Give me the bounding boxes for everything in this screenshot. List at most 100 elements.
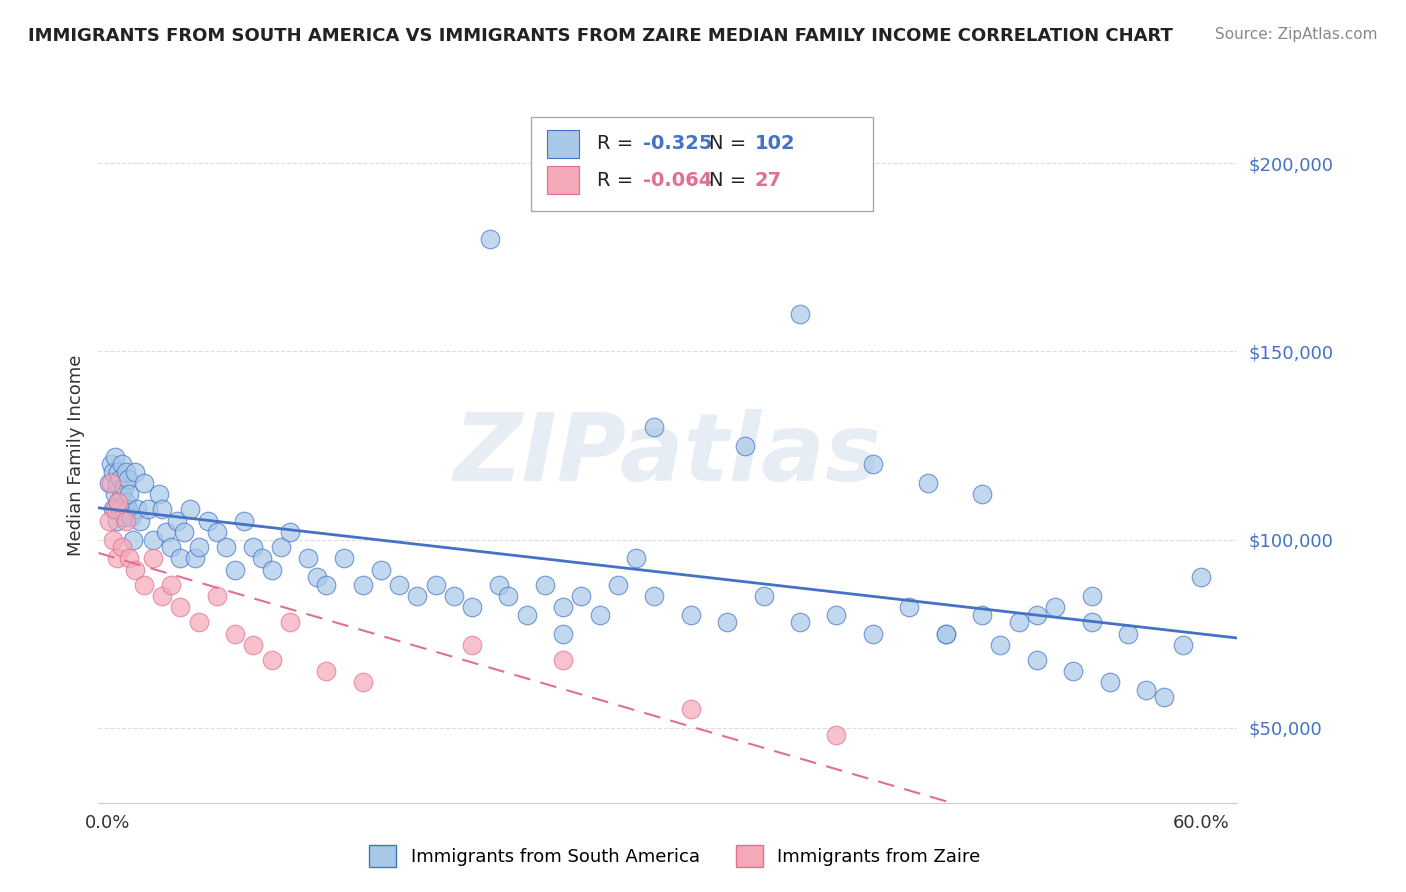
Point [1007, 615, 1029, 630]
Point [252, 551, 274, 566]
Text: -0.325: -0.325 [643, 135, 713, 153]
Point [1098, 675, 1121, 690]
Point [1135, 683, 1157, 698]
Point [187, 540, 209, 554]
Point [122, 533, 145, 547]
Point [100, 458, 122, 472]
Point [862, 458, 884, 472]
Text: ZIPatlas: ZIPatlas [454, 409, 882, 501]
Point [370, 563, 392, 577]
Point [643, 419, 665, 434]
Point [111, 487, 134, 501]
Point [100, 476, 122, 491]
Y-axis label: Median Family Income: Median Family Income [66, 354, 84, 556]
Point [990, 638, 1012, 652]
Point [569, 589, 592, 603]
Text: R =: R = [598, 170, 640, 190]
Point [498, 589, 520, 603]
Point [233, 514, 256, 528]
Point [224, 563, 246, 577]
Point [114, 514, 136, 528]
Point [679, 607, 702, 622]
Point [917, 476, 939, 491]
Point [242, 638, 264, 652]
Point [179, 502, 201, 516]
Legend: Immigrants from South America, Immigrants from Zaire: Immigrants from South America, Immigrant… [361, 838, 988, 874]
Point [898, 600, 921, 615]
Point [679, 702, 702, 716]
Point [1062, 664, 1084, 678]
Point [114, 495, 136, 509]
FancyBboxPatch shape [531, 118, 873, 211]
Point [278, 524, 301, 539]
Text: Source: ZipAtlas.com: Source: ZipAtlas.com [1215, 27, 1378, 42]
Text: N =: N = [709, 135, 752, 153]
Text: N =: N = [709, 170, 752, 190]
Point [150, 502, 173, 516]
Point [270, 540, 292, 554]
Point [333, 551, 356, 566]
Point [169, 600, 191, 615]
Point [112, 510, 135, 524]
Point [197, 514, 219, 528]
Point [215, 540, 238, 554]
Point [169, 551, 191, 566]
Point [606, 577, 628, 591]
Point [551, 600, 574, 615]
Point [425, 577, 447, 591]
Point [166, 514, 188, 528]
Point [624, 551, 647, 566]
Point [150, 589, 173, 603]
Point [101, 502, 124, 516]
Point [118, 551, 141, 566]
Point [752, 589, 775, 603]
Point [124, 465, 146, 479]
Point [260, 653, 283, 667]
Point [242, 540, 264, 554]
Point [278, 615, 301, 630]
Point [315, 577, 337, 591]
Point [825, 728, 848, 742]
Point [125, 502, 148, 516]
Point [118, 487, 141, 501]
Point [1153, 690, 1175, 705]
Point [551, 626, 574, 640]
Point [789, 307, 811, 321]
Point [935, 626, 957, 640]
Point [101, 465, 124, 479]
Point [315, 664, 337, 678]
Point [104, 487, 127, 501]
Point [716, 615, 738, 630]
Point [588, 607, 610, 622]
Point [104, 450, 127, 464]
Point [132, 577, 155, 591]
Point [107, 495, 129, 509]
Point [160, 540, 183, 554]
Point [1025, 653, 1047, 667]
Point [120, 510, 142, 524]
Text: IMMIGRANTS FROM SOUTH AMERICA VS IMMIGRANTS FROM ZAIRE MEDIAN FAMILY INCOME CORR: IMMIGRANTS FROM SOUTH AMERICA VS IMMIGRA… [28, 27, 1173, 45]
Point [260, 563, 283, 577]
Point [307, 570, 329, 584]
Point [352, 577, 374, 591]
Point [98, 476, 121, 491]
FancyBboxPatch shape [547, 130, 579, 158]
Point [98, 514, 121, 528]
Point [173, 524, 195, 539]
Point [110, 502, 132, 516]
Point [107, 495, 129, 509]
Point [461, 638, 484, 652]
Point [479, 232, 502, 246]
Point [112, 480, 135, 494]
Point [148, 487, 170, 501]
Point [142, 533, 165, 547]
Point [142, 551, 165, 566]
Point [935, 626, 957, 640]
Point [972, 487, 994, 501]
Point [111, 458, 134, 472]
Point [129, 514, 152, 528]
Point [1080, 589, 1102, 603]
Point [101, 533, 124, 547]
Point [155, 524, 177, 539]
Point [105, 514, 128, 528]
